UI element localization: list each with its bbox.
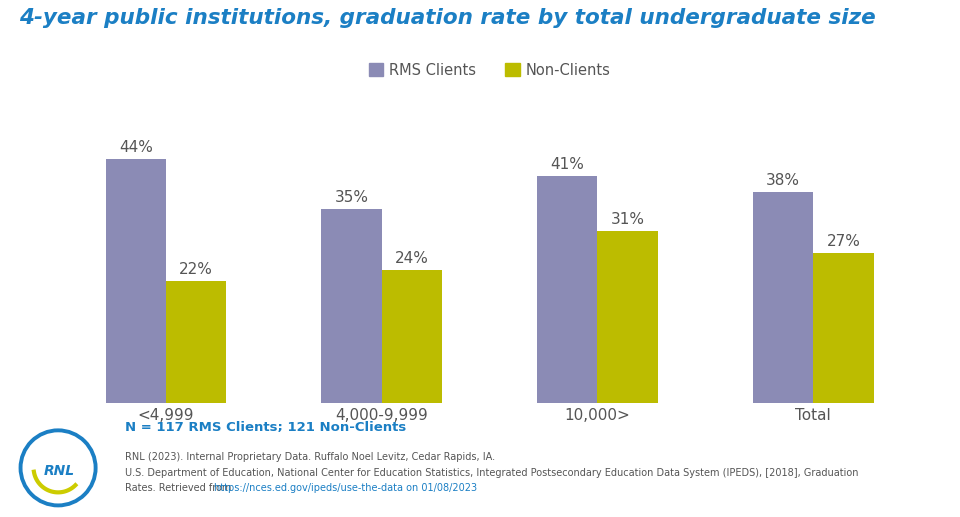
Text: 31%: 31% [611, 212, 645, 227]
Text: Rates. Retrieved from: Rates. Retrieved from [125, 483, 234, 493]
Bar [597, 231, 658, 403]
Text: 44%: 44% [119, 140, 153, 155]
Text: 24%: 24% [395, 251, 429, 266]
Bar [753, 192, 813, 403]
Bar [382, 270, 443, 403]
Bar [166, 281, 227, 403]
Bar [537, 176, 597, 403]
Text: 38%: 38% [766, 173, 800, 188]
Bar [813, 253, 874, 403]
Text: https://nces.ed.gov/ipeds/use-the-data on 01/08/2023: https://nces.ed.gov/ipeds/use-the-data o… [214, 483, 477, 493]
Text: 22%: 22% [180, 262, 213, 277]
Text: 41%: 41% [550, 157, 585, 172]
Text: N = 117 RMS Clients; 121 Non-Clients: N = 117 RMS Clients; 121 Non-Clients [125, 421, 406, 434]
Text: 35%: 35% [334, 190, 369, 205]
Text: 4-year public institutions, graduation rate by total undergraduate size: 4-year public institutions, graduation r… [19, 8, 876, 28]
Bar [322, 209, 382, 403]
Text: 27%: 27% [827, 234, 860, 249]
Text: RNL: RNL [44, 464, 75, 478]
Legend: RMS Clients, Non-Clients: RMS Clients, Non-Clients [363, 57, 616, 83]
Text: RNL (2023). Internal Proprietary Data. Ruffalo Noel Levitz, Cedar Rapids, IA.: RNL (2023). Internal Proprietary Data. R… [125, 452, 495, 462]
Bar [106, 159, 166, 403]
Text: U.S. Department of Education, National Center for Education Statistics, Integrat: U.S. Department of Education, National C… [125, 468, 858, 478]
